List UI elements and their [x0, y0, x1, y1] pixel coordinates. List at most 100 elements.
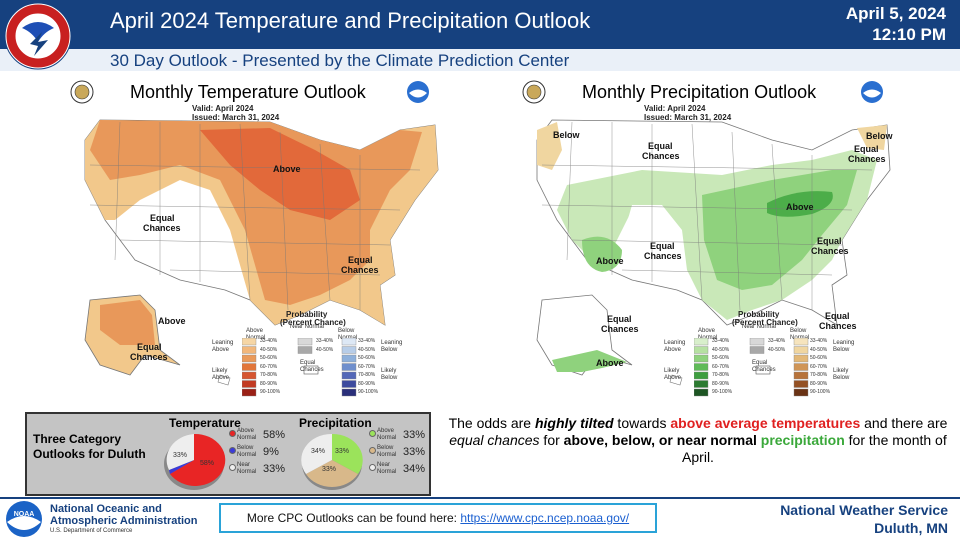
- header-bar: [0, 0, 960, 46]
- legend-value: 58%: [263, 429, 286, 441]
- legend-row-label: 70-80%: [358, 372, 376, 378]
- precip-leaning-above: Leaning Above: [664, 340, 686, 353]
- noaa-name-1: National Oceanic and: [50, 503, 162, 515]
- precip-label-above-sw: Above: [596, 256, 624, 266]
- duluth-legend-item: Above Normal 58%: [229, 428, 293, 444]
- precip-label-ec-sfl-1: Equal: [825, 311, 850, 321]
- precip-label-ec-ne-1: Equal: [854, 144, 879, 154]
- legend-row-label: 33-40%: [358, 338, 376, 344]
- legend-row-label: 40-50%: [260, 346, 278, 353]
- cpc-link[interactable]: https://www.cpc.ncep.noaa.gov/: [460, 511, 630, 525]
- legend-row-label: 80-90%: [810, 380, 828, 387]
- duluth-temp-heading: Temperature: [169, 416, 241, 430]
- legend-row-label: 90-100%: [260, 389, 281, 395]
- duluth-temp-pie: [164, 433, 226, 490]
- precip-legend-subtitle: (Percent Chance): [732, 318, 798, 327]
- legend-dot: [369, 430, 376, 437]
- precip-likely-above: Likely Above: [664, 368, 682, 381]
- noaa-icon: [407, 81, 429, 103]
- msg-part: for: [539, 432, 564, 448]
- msg-equal-chances: equal chances: [449, 432, 540, 448]
- precip-label-below-ne: Below: [866, 131, 893, 141]
- precip-label-ec-center-1: Equal: [650, 241, 675, 251]
- precip-likely-below: Likely Below: [833, 368, 850, 381]
- precip-label-above-east: Above: [786, 202, 814, 212]
- msg-precipitation: precipitation: [760, 432, 845, 448]
- noaa-icon: [861, 81, 883, 103]
- legend-label: Above Normal: [237, 428, 257, 441]
- legend-row-label: 90-100%: [358, 389, 379, 395]
- legend-dot: [229, 430, 236, 437]
- temp-label-ec-ak-2: Chances: [130, 352, 168, 362]
- temp-legend: Probability (Percent Chance) Above Norma…: [238, 310, 400, 400]
- temp-issued: Issued: March 31, 2024: [192, 113, 280, 122]
- precip-legend-col-near: Near Normal: [742, 324, 777, 330]
- temp-map-title: Monthly Temperature Outlook: [130, 82, 366, 102]
- temp-label-ec-west-1: Equal: [150, 213, 175, 223]
- temp-outlook-map: [84, 119, 439, 386]
- temp-valid: Valid: April 2024: [192, 104, 254, 113]
- legend-swatch: [242, 380, 257, 388]
- duluth-precip-pie-below: 33%: [322, 466, 337, 473]
- precip-legend-swatches: [694, 338, 809, 397]
- duluth-legend-item: Below Normal 33%: [369, 445, 433, 461]
- legend-label: Below Normal: [377, 445, 397, 458]
- doc-seal-icon: [522, 80, 546, 104]
- precip-legend-title: Probability: [738, 310, 780, 319]
- legend-row-label: 40-50%: [316, 346, 334, 353]
- legend-label: Near Normal: [377, 462, 397, 475]
- temp-legend-ec: Equal Chances: [300, 360, 324, 373]
- precip-label-above-ak: Above: [596, 358, 624, 368]
- precip-label-below-nw: Below: [553, 130, 580, 140]
- legend-swatch: [242, 354, 257, 363]
- nws-office-name: National Weather Service: [780, 502, 948, 518]
- legend-swatch: [793, 380, 809, 388]
- noaa-logo: NOAA: [6, 501, 42, 537]
- legend-swatch: [694, 363, 709, 371]
- temp-legend-rows-below: 33-40% 40-50% 50-60% 60-70% 70-80% 80-90% 90-1…: [358, 338, 378, 398]
- legend-row-label: 40-50%: [712, 346, 730, 353]
- legend-swatch: [242, 388, 257, 397]
- legend-swatch: [341, 346, 357, 354]
- temp-label-above-ak: Above: [158, 316, 186, 326]
- msg-part: for the month of April.: [682, 432, 947, 465]
- legend-swatch: [793, 363, 809, 371]
- legend-swatch: [694, 346, 709, 354]
- legend-row-label: 80-90%: [358, 380, 376, 387]
- legend-swatch: [793, 338, 809, 346]
- precip-legend-rows-above: 33-40% 40-50% 50-60% 60-70% 70-80% 80-90% 90-1…: [712, 338, 732, 398]
- legend-swatch: [242, 371, 257, 380]
- temp-likely-below: Likely Below: [381, 368, 398, 381]
- legend-dot: [229, 447, 236, 454]
- legend-swatch: [793, 388, 809, 397]
- legend-row-label: 50-60%: [810, 355, 828, 361]
- duluth-precip-pie: [301, 433, 363, 490]
- legend-swatch: [793, 354, 809, 363]
- legend-swatch: [793, 371, 809, 380]
- legend-row-label: 33-40%: [712, 338, 730, 344]
- legend-swatch: [341, 371, 357, 380]
- legend-dot: [369, 447, 376, 454]
- precip-outlook-map: [536, 119, 891, 386]
- legend-row-label: 50-60%: [260, 355, 278, 361]
- header-time: 12:10 PM: [872, 25, 946, 44]
- legend-dot: [369, 464, 376, 471]
- precip-issued: Issued: March 31, 2024: [644, 113, 732, 122]
- legend-row-label: 70-80%: [260, 372, 278, 378]
- legend-swatch: [297, 346, 313, 354]
- temp-label-ec-se-1: Equal: [348, 255, 373, 265]
- nws-logo: [4, 2, 72, 70]
- legend-swatch: [749, 346, 765, 354]
- footer-divider: [0, 497, 960, 499]
- legend-label: Near Normal: [237, 462, 257, 475]
- precip-legend-rows-below: 33-40% 40-50% 50-60% 60-70% 70-80% 80-90% 90-1…: [810, 338, 830, 398]
- temp-leaning-above: Leaning Above: [212, 340, 234, 353]
- legend-value: 33%: [263, 463, 286, 475]
- legend-swatch: [793, 346, 809, 354]
- page-subtitle: 30 Day Outlook - Presented by the Climat…: [110, 51, 570, 70]
- precip-label-ec-center-2: Chances: [644, 251, 682, 261]
- temp-legend-swatches: [242, 338, 357, 397]
- legend-row-label: 70-80%: [712, 372, 730, 378]
- temp-legend-rows-above: 33-40% 40-50% 50-60% 60-70% 70-80% 80-90% 90-1…: [260, 338, 280, 398]
- temp-legend-rows-near: 33-40% 40-50%: [316, 338, 333, 355]
